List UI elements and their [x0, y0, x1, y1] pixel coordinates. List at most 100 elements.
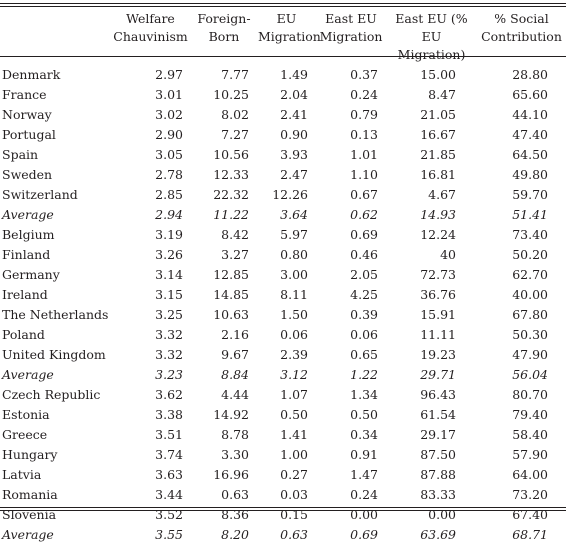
cell-value: 1.50	[280, 307, 308, 322]
cell-value: 63.69	[420, 527, 456, 542]
cell-value: 3.26	[155, 247, 183, 262]
table-row: Latvia 3.63 16.96 0.27 1.47 87.88 64.00	[0, 465, 566, 485]
cell-value: 2.97	[155, 67, 183, 82]
cell-value: 3.55	[155, 527, 183, 542]
cell-value: 3.52	[155, 507, 183, 522]
cell-value: 0.24	[350, 87, 378, 102]
cell-country: Romania	[2, 487, 58, 502]
cell-country: Spain	[2, 147, 39, 162]
cell-value: 50.30	[512, 327, 548, 342]
cell-value: 10.63	[213, 307, 249, 322]
cell-country: Norway	[2, 107, 52, 122]
cell-value: 1.10	[350, 167, 378, 182]
cell-country: Estonia	[2, 407, 50, 422]
cell-value: 68.71	[512, 527, 548, 542]
cell-country: Ireland	[2, 287, 48, 302]
header-rule	[0, 56, 566, 57]
cell-country: Latvia	[2, 467, 42, 482]
cell-value: 83.33	[420, 487, 456, 502]
cell-value: 64.50	[512, 147, 548, 162]
cell-value: 8.02	[221, 107, 249, 122]
header-row: Welfare Chauvinism Foreign-Born EU Migra…	[0, 8, 566, 65]
cell-value: 0.69	[350, 227, 378, 242]
cell-value: 40.00	[512, 287, 548, 302]
cell-value: 0.03	[280, 487, 308, 502]
cell-value: 28.80	[512, 67, 548, 82]
cell-country: Portugal	[2, 127, 56, 142]
cell-value: 2.47	[280, 167, 308, 182]
cell-value: 2.05	[350, 267, 378, 282]
cell-value: 73.40	[512, 227, 548, 242]
cell-value: 96.43	[420, 387, 456, 402]
table-row: Sweden 2.78 12.33 2.47 1.10 16.81 49.80	[0, 165, 566, 185]
cell-value: 8.84	[221, 367, 249, 382]
cell-value: 3.02	[155, 107, 183, 122]
cell-value: 0.46	[350, 247, 378, 262]
cell-value: 3.38	[155, 407, 183, 422]
cell-value: 51.41	[512, 207, 548, 222]
cell-value: 1.34	[350, 387, 378, 402]
cell-value: 15.00	[420, 67, 456, 82]
top-rule-inner	[0, 6, 566, 7]
table-body: Denmark 2.97 7.77 1.49 0.37 15.00 28.80 France 3…	[0, 65, 566, 545]
cell-value: 65.60	[512, 87, 548, 102]
cell-value: 3.51	[155, 427, 183, 442]
cell-value: 2.78	[155, 167, 183, 182]
top-rule	[0, 3, 566, 4]
cell-value: 16.67	[420, 127, 456, 142]
cell-value: 29.71	[420, 367, 456, 382]
cell-value: 0.24	[350, 487, 378, 502]
table-row-average: Average 3.23 8.84 3.12 1.22 29.71 56.04	[0, 365, 566, 385]
cell-value: 19.23	[420, 347, 456, 362]
table-row: The Netherlands 3.25 10.63 1.50 0.39 15.91 67.…	[0, 305, 566, 325]
cell-value: 16.96	[213, 467, 249, 482]
cell-value: 87.50	[420, 447, 456, 462]
cell-value: 8.78	[221, 427, 249, 442]
table-row: Denmark 2.97 7.77 1.49 0.37 15.00 28.80	[0, 65, 566, 85]
bottom-rule	[0, 507, 566, 508]
cell-value: 10.25	[213, 87, 249, 102]
cell-value: 0.37	[350, 67, 378, 82]
cell-value: 1.49	[280, 67, 308, 82]
cell-value: 3.32	[155, 347, 183, 362]
cell-value: 15.91	[420, 307, 456, 322]
cell-value: 73.20	[512, 487, 548, 502]
data-table-figure: Welfare Chauvinism Foreign-Born EU Migra…	[0, 3, 566, 542]
cell-value: 2.41	[280, 107, 308, 122]
cell-value: 64.00	[512, 467, 548, 482]
table-row: Estonia 3.38 14.92 0.50 0.50 61.54 79.40	[0, 405, 566, 425]
cell-value: 3.27	[221, 247, 249, 262]
cell-value: 4.44	[221, 387, 249, 402]
cell-value: 7.27	[221, 127, 249, 142]
header-cell-eu-migration: EU Migration	[258, 11, 321, 44]
cell-value: 3.93	[280, 147, 308, 162]
cell-country: Average	[2, 527, 54, 542]
table-row: Switzerland 2.85 22.32 12.26 0.67 4.67 59.70	[0, 185, 566, 205]
cell-value: 10.56	[213, 147, 249, 162]
cell-value: 72.73	[420, 267, 456, 282]
cell-value: 16.81	[420, 167, 456, 182]
cell-value: 3.63	[155, 467, 183, 482]
cell-value: 0.27	[280, 467, 308, 482]
cell-value: 3.32	[155, 327, 183, 342]
cell-value: 0.62	[350, 207, 378, 222]
cell-value: 8.36	[221, 507, 249, 522]
table-row: Finland 3.26 3.27 0.80 0.46 40 50.20	[0, 245, 566, 265]
cell-value: 3.00	[280, 267, 308, 282]
cell-value: 0.91	[350, 447, 378, 462]
header-cell-east-eu-percent: East EU (% EU Migration)	[395, 11, 468, 62]
cell-value: 3.30	[221, 447, 249, 462]
cell-value: 0.63	[280, 527, 308, 542]
cell-value: 80.70	[512, 387, 548, 402]
cell-value: 58.40	[512, 427, 548, 442]
cell-value: 0.79	[350, 107, 378, 122]
cell-country: Hungary	[2, 447, 58, 462]
table-row: Spain 3.05 10.56 3.93 1.01 21.85 64.50	[0, 145, 566, 165]
cell-value: 12.85	[213, 267, 249, 282]
cell-value: 0.06	[350, 327, 378, 342]
table-row: France 3.01 10.25 2.04 0.24 8.47 65.60	[0, 85, 566, 105]
cell-value: 0.06	[280, 327, 308, 342]
cell-value: 36.76	[420, 287, 456, 302]
cell-value: 1.07	[280, 387, 308, 402]
cell-value: 0.69	[350, 527, 378, 542]
